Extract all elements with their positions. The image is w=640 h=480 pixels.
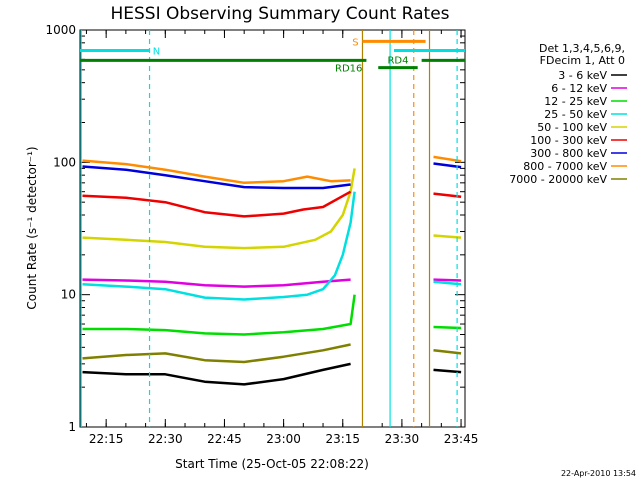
date-stamp: 22-Apr-2010 13:54 (561, 469, 636, 478)
legend-header-1: Det 1,3,4,5,6,9, (539, 42, 625, 55)
series-line-5 (82, 190, 352, 218)
x-tick-label: 23:15 (325, 432, 360, 446)
series-line-1 (82, 278, 351, 288)
legend-header-2: FDecim 1, Att 0 (540, 54, 625, 67)
legend-label-2: 12 - 25 keV (544, 95, 607, 108)
x-tick-label: 23:45 (444, 432, 479, 446)
legend-label-5: 100 - 300 keV (530, 134, 607, 147)
x-tick-label: 22:15 (89, 432, 124, 446)
legend-label-4: 50 - 100 keV (537, 121, 607, 134)
legend-label-3: 25 - 50 keV (544, 108, 607, 121)
y-axis-label: Count Rate (s⁻¹ detector⁻¹) (25, 146, 39, 309)
x-axis-label: Start Time (25-Oct-05 22:08:22) (175, 457, 369, 471)
y-tick-label: 1 (68, 420, 76, 434)
series-line-5-after-gap (433, 192, 462, 198)
x-tick-label: 22:30 (148, 432, 183, 446)
series-line-8-after-gap (433, 349, 462, 355)
series-line-7-after-gap (433, 155, 462, 163)
x-tick-label: 23:30 (385, 432, 420, 446)
status-bar-label-3: RD16 (335, 63, 362, 74)
series-line-2-after-gap (433, 325, 462, 330)
series-line-0-after-gap (433, 368, 462, 374)
chart-title: HESSI Observing Summary Count Rates (110, 4, 449, 24)
legend-label-8: 7000 - 20000 keV (509, 173, 607, 186)
series-line-1-after-gap (433, 278, 462, 282)
status-bar-label-0: N (153, 46, 160, 57)
series-line-3-after-gap (433, 280, 462, 286)
y-tick-label: 100 (53, 155, 76, 169)
plot-area: N S RD16 RD4 (79, 29, 466, 428)
legend-label-0: 3 - 6 keV (558, 69, 607, 82)
series-line-2 (82, 294, 356, 336)
status-bar-label-1: S (352, 37, 358, 48)
y-tick-label: 1000 (45, 23, 76, 37)
series-line-3 (82, 191, 356, 301)
y-tick-label: 10 (61, 288, 76, 302)
plot-frame (79, 29, 466, 428)
series-line-0 (82, 362, 351, 386)
legend-label-7: 800 - 7000 keV (523, 160, 607, 173)
legend-label-1: 6 - 12 keV (551, 82, 607, 95)
series-line-7 (82, 159, 351, 185)
series-line-6 (82, 165, 351, 190)
series-line-8 (82, 343, 351, 364)
status-bar-label-4: RD4 (387, 56, 408, 67)
legend-label-6: 300 - 800 keV (530, 147, 607, 160)
series-line-4 (82, 168, 356, 250)
x-tick-label: 22:45 (207, 432, 242, 446)
x-tick-label: 23:00 (266, 432, 301, 446)
series-line-6-after-gap (433, 162, 462, 169)
series-line-4-after-gap (433, 234, 462, 239)
